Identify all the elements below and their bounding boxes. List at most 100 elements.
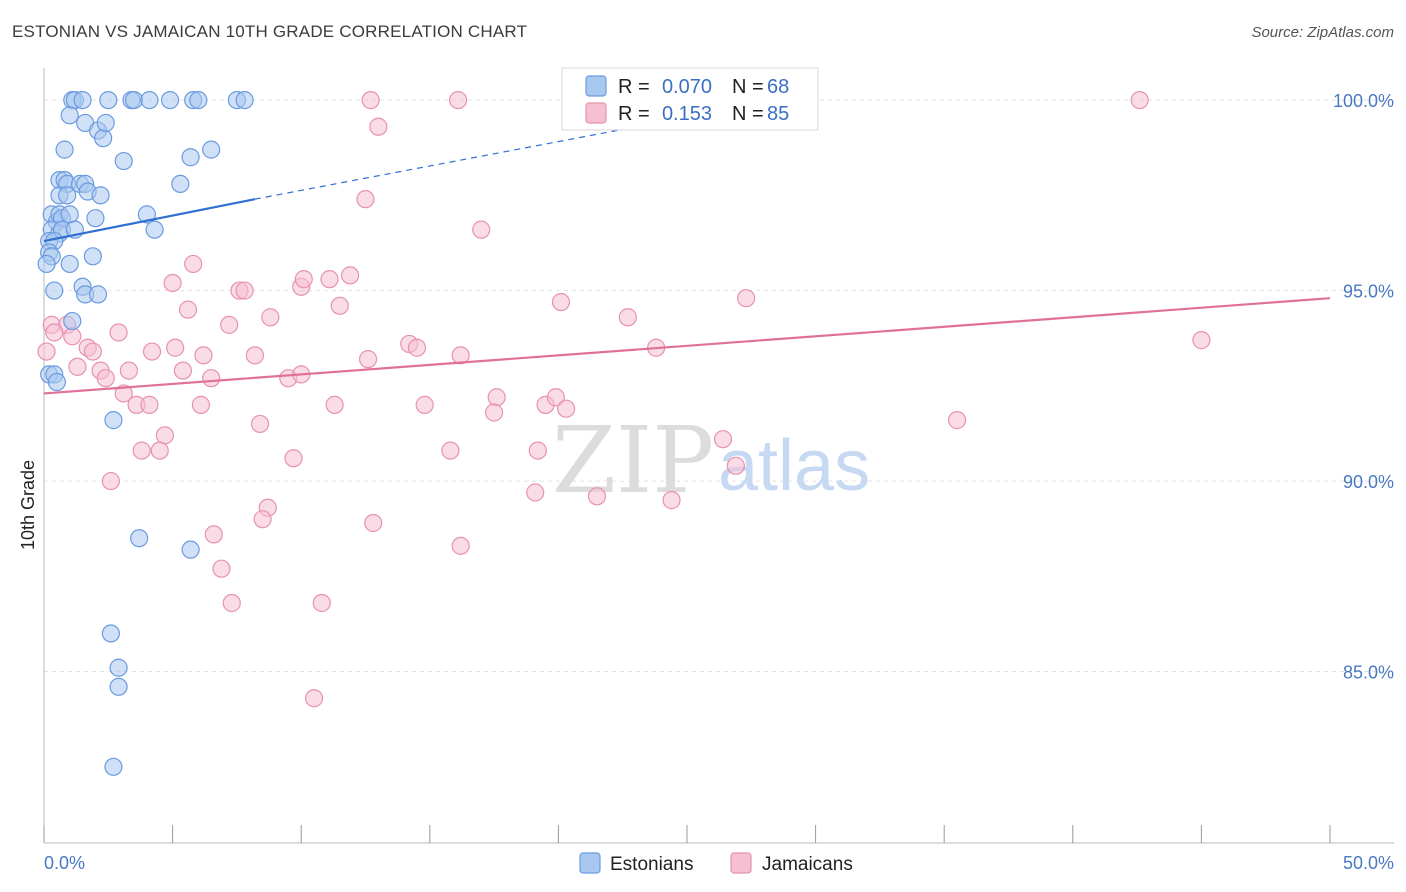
- estonians-point: [189, 90, 208, 110]
- jamaicans-point: [101, 471, 120, 491]
- estonians-point: [202, 140, 221, 159]
- estonians-point: [73, 90, 92, 110]
- jamaicans-point: [222, 593, 241, 613]
- estonians-point: [96, 113, 115, 133]
- y-tick-labels: 85.0% 90.0% 95.0% 100.0%: [1333, 91, 1394, 682]
- jamaicans-point: [312, 593, 331, 613]
- estonians-point: [235, 90, 254, 110]
- jamaicans-point: [526, 483, 545, 502]
- legend-swatch-estonians: [585, 75, 607, 97]
- jamaicans-point: [587, 487, 607, 506]
- jamaicans-point: [220, 315, 239, 334]
- bottom-legend-swatch-jamaicans: [730, 852, 752, 874]
- jamaicans-point: [415, 395, 434, 414]
- estonians-point: [130, 529, 149, 548]
- jamaicans-point: [726, 456, 745, 475]
- estonians-point: [101, 624, 120, 643]
- jamaicans-point: [304, 689, 324, 708]
- jamaicans-point: [369, 117, 388, 136]
- jamaicans-point: [325, 395, 344, 414]
- estonians-point: [171, 174, 190, 194]
- bottom-legend-label-estonians: Estonians: [610, 854, 693, 875]
- estonians-point: [109, 658, 128, 677]
- estonians-point: [91, 186, 110, 205]
- jamaicans-point: [184, 254, 203, 274]
- jamaicans-point: [947, 411, 967, 430]
- gridlines: [44, 99, 1394, 673]
- estonians-point: [86, 209, 105, 228]
- bottom-legend-label-jamaicans: Jamaicans: [762, 854, 853, 875]
- estonians-point: [45, 281, 64, 300]
- estonians-point: [104, 411, 123, 430]
- jamaicans-point: [204, 525, 223, 544]
- estonians-point: [181, 148, 200, 167]
- y-tick-label: 100.0%: [1333, 91, 1394, 111]
- jamaicans-point: [68, 357, 87, 376]
- jamaicans-point: [407, 338, 427, 357]
- jamaicans-point: [83, 342, 102, 361]
- jamaicans-point: [194, 346, 213, 365]
- jamaicans-point: [358, 350, 378, 369]
- estonians-point: [60, 106, 79, 125]
- estonians-point: [47, 372, 66, 392]
- jamaicans-point: [142, 342, 162, 361]
- axes: [43, 68, 1394, 844]
- watermark: ZIP atlas: [552, 407, 870, 514]
- jamaicans-point: [163, 273, 182, 293]
- y-tick-label: 85.0%: [1343, 663, 1394, 683]
- jamaicans-point: [245, 346, 265, 365]
- jamaicans-point: [557, 399, 576, 418]
- estonians-point: [55, 140, 74, 159]
- jamaicans-point: [551, 292, 571, 312]
- y-tick-label: 95.0%: [1343, 282, 1394, 302]
- jamaicans-point: [448, 90, 468, 110]
- jamaicans-point: [364, 513, 383, 533]
- jamaicans-point: [132, 441, 151, 460]
- jamaicans-point: [178, 300, 198, 319]
- estonians-point: [99, 90, 118, 110]
- jamaicans-point: [1192, 331, 1211, 350]
- jamaicans-point: [109, 323, 128, 342]
- legend-n-label-estonians: N =: [732, 76, 764, 98]
- estonians-trend-line: [43, 198, 256, 243]
- estonians-point: [140, 90, 159, 110]
- bottom-legend-swatch-estonians: [579, 852, 601, 874]
- bottom-legend: Estonians Jamaicans: [579, 852, 853, 875]
- jamaicans-point: [485, 403, 504, 422]
- estonians-point: [37, 254, 56, 274]
- jamaicans-trend-line: [43, 297, 1331, 395]
- jamaicans-point: [96, 369, 115, 388]
- jamaicans-point: [528, 441, 547, 460]
- legend-n-value-jamaicans: 85: [767, 103, 789, 125]
- legend-r-label-jamaicans: R =: [618, 103, 650, 125]
- estonians-point: [58, 186, 77, 205]
- trend-lines: [43, 99, 1331, 395]
- jamaicans-point: [173, 361, 192, 380]
- jamaicans-point: [451, 346, 470, 365]
- jamaicans-point: [261, 308, 280, 327]
- estonians-point: [114, 151, 133, 171]
- jamaicans-point: [618, 308, 637, 327]
- legend-n-label-jamaicans: N =: [732, 103, 764, 125]
- jamaicans-point: [320, 270, 339, 289]
- jamaicans-point: [250, 414, 270, 434]
- estonians-point: [104, 757, 123, 776]
- estonians-point: [63, 311, 82, 331]
- jamaicans-point: [546, 388, 565, 407]
- source-credit: Source: ZipAtlas.com: [1251, 24, 1394, 41]
- estonians-point: [60, 254, 79, 274]
- jamaicans-point: [253, 510, 272, 529]
- jamaicans-point: [1130, 90, 1149, 110]
- jamaicans-point: [713, 430, 733, 449]
- jamaicans-point: [191, 395, 210, 414]
- x-tick-label-min: 0.0%: [44, 853, 85, 873]
- jamaicans-point: [662, 491, 681, 510]
- estonians-point: [109, 677, 128, 696]
- jamaicans-point: [202, 369, 221, 388]
- jamaicans-point: [330, 296, 349, 315]
- legend-r-label-estonians: R =: [618, 76, 650, 98]
- estonians-point: [88, 285, 108, 304]
- jamaicans-point: [441, 441, 460, 460]
- jamaicans-point: [451, 536, 470, 555]
